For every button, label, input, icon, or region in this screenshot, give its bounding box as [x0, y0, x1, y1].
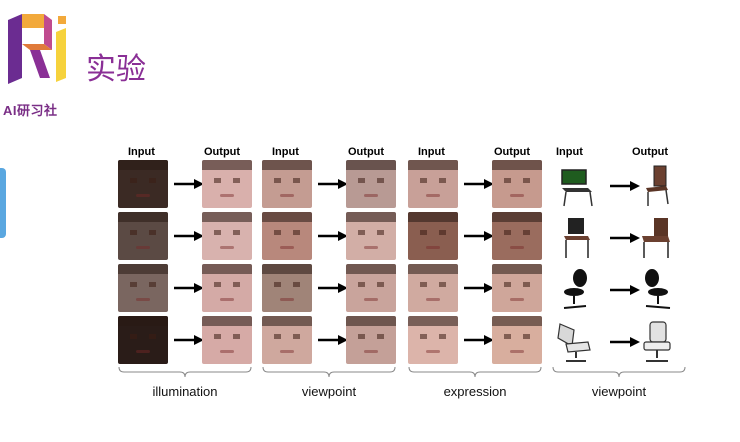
category-label: viewpoint [591, 384, 647, 399]
group-brace [118, 366, 252, 378]
category-label: illumination [152, 384, 218, 399]
output-face-image [492, 264, 542, 312]
brand-name: AI研习社 [3, 103, 58, 118]
output-face-image [346, 212, 396, 260]
output-face-image [346, 264, 396, 312]
right-arrow-icon [174, 179, 204, 189]
right-arrow-icon [464, 335, 494, 345]
input-label: Input [418, 146, 445, 158]
input-face-image [408, 212, 458, 260]
right-arrow-icon [318, 231, 348, 241]
right-arrow-icon [174, 283, 204, 293]
panel-expression: Input Output [408, 146, 542, 366]
input-face-image [262, 160, 312, 208]
right-arrow-icon [318, 283, 348, 293]
ai-yanxishe-logo-icon [8, 14, 66, 84]
panel-viewpoint-faces: Input Output [262, 146, 396, 366]
input-face-image [118, 160, 168, 208]
output-chair-image [642, 218, 670, 258]
output-face-image [492, 212, 542, 260]
input-chair-image [561, 169, 593, 207]
input-chair-image [563, 269, 587, 309]
input-face-image [118, 264, 168, 312]
output-face-image [492, 160, 542, 208]
right-arrow-icon [318, 179, 348, 189]
output-label: Output [632, 146, 669, 158]
right-arrow-icon [464, 179, 494, 189]
input-label: Input [556, 146, 583, 158]
output-face-image [202, 160, 252, 208]
output-label: Output [204, 146, 241, 158]
input-face-image [262, 316, 312, 364]
output-chair-image [646, 165, 669, 206]
category-label: expression [443, 384, 507, 399]
slide-title: 实验 [86, 52, 146, 87]
output-chair-image [643, 321, 671, 362]
input-face-image [118, 212, 168, 260]
group-brace [552, 366, 686, 378]
input-face-image [408, 264, 458, 312]
input-face-image [118, 316, 168, 364]
right-arrow-icon [610, 233, 640, 243]
right-arrow-icon [464, 231, 494, 241]
output-face-image [202, 316, 252, 364]
output-face-image [346, 160, 396, 208]
right-arrow-icon [318, 335, 348, 345]
right-arrow-icon [464, 283, 494, 293]
input-chair-image [557, 323, 591, 362]
panel-illumination: Input Output [118, 146, 252, 366]
input-face-image [408, 160, 458, 208]
category-label: viewpoint [301, 384, 357, 399]
right-arrow-icon [174, 335, 204, 345]
right-arrow-icon [610, 337, 640, 347]
input-chair-image [564, 218, 590, 258]
panel-viewpoint-chairs: Input Output [554, 146, 684, 366]
right-arrow-icon [610, 285, 640, 295]
right-arrow-icon [610, 181, 640, 191]
output-label: Output [348, 146, 385, 158]
group-brace [262, 366, 396, 378]
side-tab[interactable] [0, 168, 6, 238]
output-face-image [346, 316, 396, 364]
input-face-image [408, 316, 458, 364]
output-face-image [202, 212, 252, 260]
input-face-image [262, 212, 312, 260]
output-chair-image [645, 269, 671, 309]
input-face-image [262, 264, 312, 312]
group-brace [408, 366, 542, 378]
output-face-image [202, 264, 252, 312]
output-label: Output [494, 146, 531, 158]
output-face-image [492, 316, 542, 364]
right-arrow-icon [174, 231, 204, 241]
input-label: Input [128, 146, 155, 158]
input-label: Input [272, 146, 299, 158]
